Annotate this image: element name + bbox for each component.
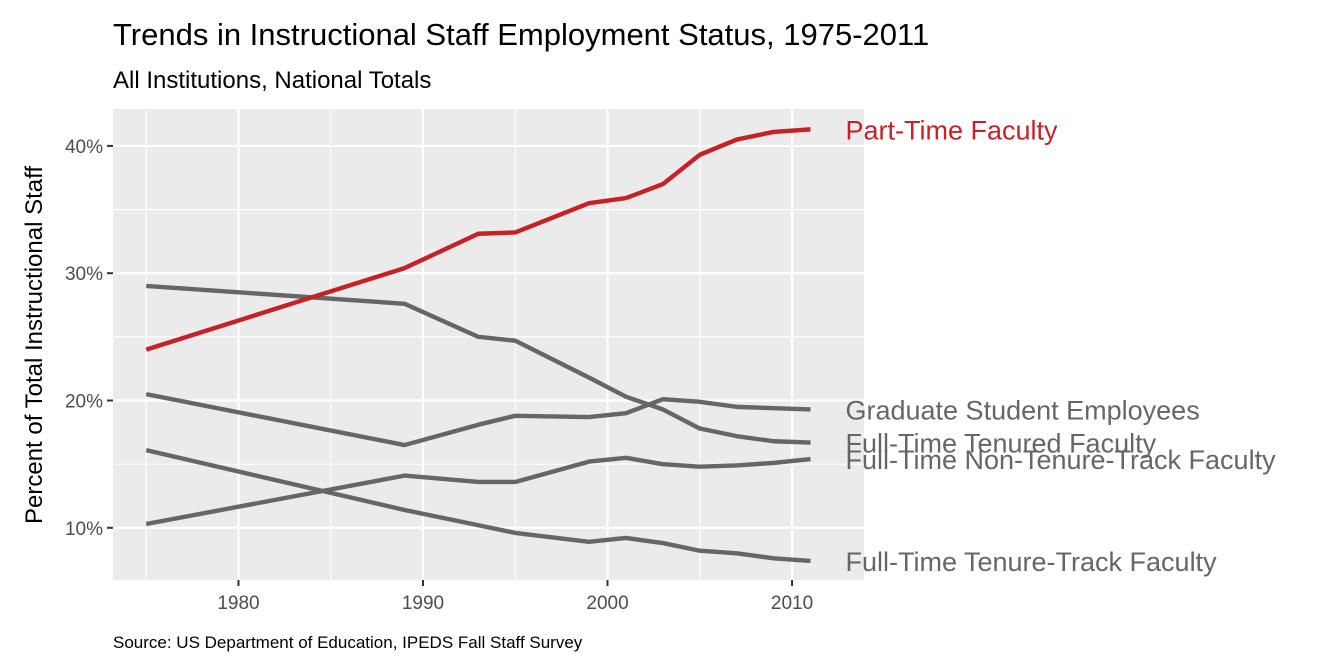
series-line-graduate-student-employees [145, 391, 811, 448]
series-line-full-time-non-tenure-track-faculty [145, 455, 811, 527]
line-label-full-time-tenured-faculty: Full-Time Tenured Faculty [845, 429, 1156, 459]
series-lines [145, 127, 811, 564]
series-line-part-time-faculty [145, 127, 811, 352]
x-tick-label: 2000 [586, 593, 628, 614]
line-label-full-time-non-tenure-track-faculty: Full-Time Non-Tenure-Track Faculty [845, 445, 1276, 475]
line-label-graduate-student-employees: Graduate Student Employees [845, 395, 1199, 425]
line-label-part-time-faculty: Part-Time Faculty [845, 115, 1058, 145]
y-tick-label: 30% [65, 264, 103, 285]
x-tick-label: 2010 [771, 593, 813, 614]
y-tick-label: 40% [65, 137, 103, 158]
line-label-full-time-tenure-track-faculty: Full-Time Tenure-Track Faculty [845, 547, 1217, 577]
chart-subtitle: All Institutions, National Totals [113, 67, 431, 94]
y-axis-title: Percent of Total Instructional Staff [21, 166, 48, 524]
series-line-full-time-tenure-track-faculty [145, 448, 811, 564]
y-tick-label: 10% [65, 519, 103, 540]
series-line-full-time-tenured-faculty [146, 283, 811, 445]
chart-caption: Source: US Department of Education, IPED… [113, 633, 583, 652]
major-gridlines [113, 109, 864, 580]
line-labels: Part-Time Faculty Graduate Student Employ… [845, 115, 1276, 577]
y-axis: 10% 20% 30% 40% [65, 137, 113, 540]
x-tick-label: 1980 [217, 593, 259, 614]
y-tick-label: 20% [65, 392, 103, 413]
x-tick-label: 1990 [402, 593, 444, 614]
x-axis: 1980 1990 2000 2010 [217, 580, 813, 614]
chart-title: Trends in Instructional Staff Employment… [113, 17, 929, 52]
